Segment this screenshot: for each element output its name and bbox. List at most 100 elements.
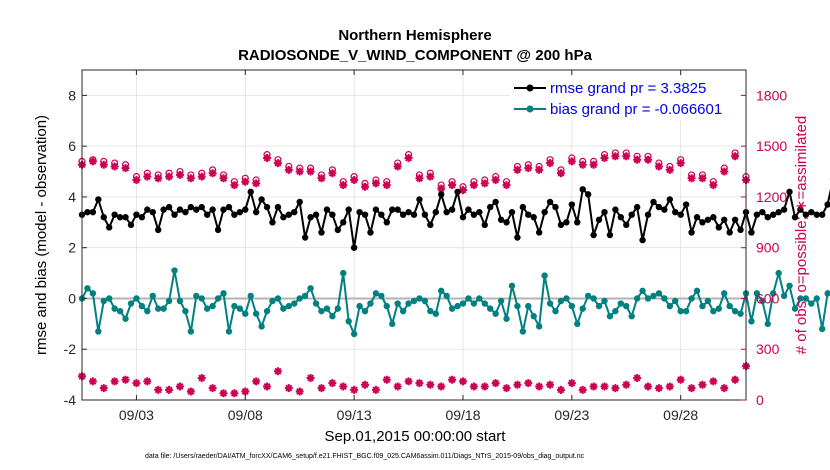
rmse-point bbox=[639, 236, 646, 244]
obs-assimilated-point bbox=[535, 165, 544, 174]
bias-point bbox=[590, 295, 597, 302]
rmse-point bbox=[100, 214, 107, 221]
obs-assimilated-point bbox=[633, 155, 642, 164]
obs-assimilated-point bbox=[404, 154, 413, 162]
obs-assimilated-point bbox=[687, 174, 696, 183]
rmse-point bbox=[291, 208, 298, 216]
bias-point bbox=[448, 305, 456, 312]
bias-point bbox=[552, 307, 559, 315]
bias-point bbox=[323, 305, 331, 312]
bias-point bbox=[688, 295, 695, 302]
rmse-point bbox=[731, 216, 739, 223]
obs-assimilated-point bbox=[698, 174, 707, 183]
rmse-point bbox=[584, 191, 592, 198]
bias-point bbox=[247, 292, 254, 300]
rmse-point bbox=[209, 206, 216, 213]
obs-lower-point bbox=[698, 380, 707, 389]
obs-assimilated-point bbox=[339, 181, 348, 190]
obs-assimilated-point bbox=[556, 169, 565, 178]
bias-point bbox=[655, 290, 663, 297]
bias-point bbox=[296, 295, 303, 302]
rmse-point bbox=[312, 211, 320, 218]
bias-point bbox=[399, 307, 407, 315]
rmse-point bbox=[274, 203, 282, 211]
legend-bias-text: bias grand pr = -0.066601 bbox=[550, 101, 722, 118]
rmse-point bbox=[535, 229, 543, 236]
bias-point bbox=[753, 290, 761, 297]
obs-lower-point bbox=[633, 374, 642, 382]
bias-point bbox=[486, 305, 494, 312]
obs-assimilated-point bbox=[361, 182, 370, 191]
bias-point bbox=[770, 290, 777, 297]
rmse-point bbox=[519, 203, 527, 211]
y-tick-right-label: 1500 bbox=[756, 138, 787, 154]
bias-point bbox=[329, 313, 336, 320]
bias-point bbox=[383, 302, 390, 310]
obs-lower-point bbox=[317, 384, 326, 393]
y-tick-right-label: 900 bbox=[756, 240, 780, 256]
rmse-point bbox=[606, 231, 614, 239]
legend-rmse-marker bbox=[526, 84, 534, 92]
obs-lower-point bbox=[502, 384, 511, 393]
bias-point bbox=[579, 305, 586, 312]
bias-point bbox=[574, 320, 581, 328]
rmse-point bbox=[269, 219, 276, 226]
bias-point bbox=[133, 295, 140, 302]
rmse-point bbox=[486, 203, 494, 211]
rmse-point bbox=[759, 208, 766, 216]
obs-lower-point bbox=[165, 385, 174, 394]
bias-point bbox=[171, 267, 178, 274]
rmse-point bbox=[824, 201, 830, 208]
obs-assimilated-point bbox=[110, 162, 119, 171]
rmse-point bbox=[481, 221, 488, 229]
obs-lower-point bbox=[175, 382, 184, 391]
obs-assimilated-series bbox=[78, 152, 750, 195]
bias-point bbox=[356, 302, 363, 310]
obs-assimilated-point bbox=[448, 181, 457, 190]
rmse-point bbox=[568, 201, 576, 208]
obs-assimilated-point bbox=[317, 174, 326, 183]
rmse-point bbox=[530, 214, 537, 221]
bias-point bbox=[340, 269, 347, 277]
obs-lower-point bbox=[350, 385, 359, 394]
obs-lower-point bbox=[186, 387, 195, 396]
rmse-point bbox=[552, 203, 559, 211]
obs-assimilated-point bbox=[567, 157, 576, 166]
bias-point bbox=[312, 300, 320, 307]
obs-assimilated-point bbox=[589, 160, 598, 169]
bias-point bbox=[231, 302, 238, 310]
bias-point bbox=[508, 282, 516, 289]
x-axis-label: Sep.01,2015 00:00:00 start bbox=[325, 428, 507, 445]
x-axis: 09/03 09/08 09/13 09/18 09/23 09/28 bbox=[119, 70, 698, 423]
legend-rmse-text: rmse grand pr = 3.3825 bbox=[550, 80, 706, 97]
obs-assimilated-point bbox=[731, 152, 740, 161]
bias-point bbox=[601, 297, 608, 305]
rmse-point bbox=[258, 196, 265, 203]
obs-lower-point bbox=[404, 377, 413, 386]
rmse-point bbox=[394, 206, 401, 213]
rmse-point bbox=[323, 206, 331, 213]
rmse-point bbox=[802, 211, 810, 218]
bias-point bbox=[274, 295, 282, 302]
bias-point bbox=[726, 302, 733, 310]
obs-assimilated-point bbox=[371, 179, 380, 188]
bias-point bbox=[568, 302, 576, 310]
obs-lower-point bbox=[273, 367, 282, 376]
bias-point bbox=[301, 292, 309, 300]
obs-lower-point bbox=[469, 382, 478, 391]
bias-point bbox=[187, 328, 195, 335]
rmse-point bbox=[791, 214, 799, 221]
rmse-point bbox=[89, 208, 97, 216]
rmse-point bbox=[421, 211, 429, 218]
obs-assimilated-point bbox=[458, 186, 467, 195]
obs-lower-point bbox=[415, 379, 424, 388]
rmse-point bbox=[601, 208, 608, 216]
plot-frame bbox=[81, 69, 747, 401]
bias-point bbox=[503, 315, 510, 322]
rmse-point bbox=[111, 211, 118, 218]
legend-box bbox=[510, 76, 740, 120]
obs-lower-point bbox=[589, 382, 598, 391]
y-tick-right-label: 600 bbox=[756, 290, 780, 306]
obs-lower-point bbox=[328, 379, 337, 388]
rmse-point bbox=[459, 214, 467, 221]
